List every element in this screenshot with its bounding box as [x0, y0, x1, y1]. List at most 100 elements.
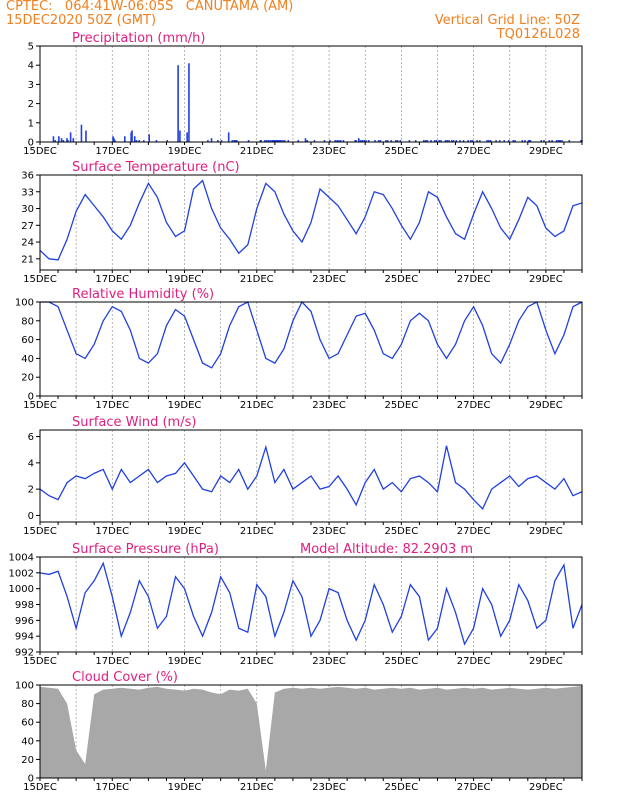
precip-bar [361, 140, 364, 142]
header-grid-note: Vertical Grid Line: 50Z [434, 13, 580, 28]
precip-bar [452, 140, 455, 142]
precip-bar [543, 140, 545, 142]
precip-bar [408, 140, 411, 142]
precip-bar [135, 140, 138, 142]
precip-bar [112, 136, 114, 142]
panel-5: 0 20 40 60 80 100 15DEC 17DEC 19DEC 21DEC 23DEC 25D… [15, 670, 583, 793]
cloud-cover-area [40, 685, 582, 778]
precip-bar [399, 140, 402, 142]
precip-bar [279, 140, 281, 142]
x-tick-label: 29DEC [529, 400, 563, 411]
precip-bar [235, 140, 237, 142]
precip-bar [558, 140, 561, 142]
precip-bar [489, 140, 492, 142]
x-tick-label: 25DEC [384, 782, 418, 793]
y-tick-label: 24 [21, 238, 34, 249]
precip-bar [395, 140, 397, 142]
precip-bar [548, 140, 551, 142]
precip-bar [451, 140, 453, 142]
precip-bar [282, 140, 284, 142]
precip-bar [334, 140, 337, 142]
panel-annotation: Model Altitude: 82.2903 m [300, 542, 473, 557]
precip-bar [280, 140, 282, 142]
precip-bar [272, 140, 274, 142]
x-tick-label: 15DEC [23, 146, 57, 157]
precip-bar [486, 140, 488, 142]
y-tick-label: 1004 [9, 553, 34, 564]
y-tick-label: 996 [15, 616, 34, 627]
precip-bar [69, 132, 72, 142]
x-tick-label: 27DEC [457, 526, 491, 537]
x-tick-label: 19DEC [168, 274, 202, 285]
precip-bar [446, 140, 449, 142]
precip-bar [275, 140, 278, 142]
precip-bar [433, 140, 436, 142]
x-tick-label: 23DEC [312, 400, 346, 411]
precip-bar [521, 140, 524, 142]
x-tick-label: 17DEC [95, 400, 129, 411]
precip-bar [271, 140, 273, 142]
precip-bar [329, 140, 331, 142]
y-tick-label: 20 [21, 755, 34, 766]
x-tick-label: 29DEC [529, 146, 563, 157]
x-tick-label: 21DEC [240, 782, 274, 793]
precip-bar [247, 140, 250, 142]
precip-bar [220, 140, 223, 142]
precip-bar [283, 140, 286, 142]
y-tick-label: 6 [28, 432, 34, 443]
x-tick-label: 19DEC [168, 400, 202, 411]
precip-bar [52, 136, 55, 142]
precip-bar [467, 140, 469, 142]
y-tick-label: 1 [28, 118, 34, 129]
precip-bar [217, 140, 219, 142]
y-tick-label: 3 [28, 80, 34, 91]
series-line [39, 444, 583, 510]
precip-bar [342, 140, 345, 142]
precip-bar [306, 140, 309, 142]
series-line [40, 300, 583, 369]
precip-bar [559, 140, 562, 142]
x-tick-label: 23DEC [312, 274, 346, 285]
panel-title: Surface Pressure (hPa) [72, 542, 219, 557]
precip-bar [269, 140, 272, 142]
x-tick-label: 29DEC [529, 782, 563, 793]
y-tick-label: 998 [15, 600, 34, 611]
precip-bar [273, 140, 276, 142]
precip-bar [210, 138, 213, 142]
x-tick-label: 29DEC [529, 656, 563, 667]
precip-bar [278, 140, 281, 142]
panel-title: Cloud Cover (%) [72, 670, 178, 685]
precip-bar [396, 140, 399, 142]
x-tick-label: 25DEC [384, 146, 418, 157]
y-tick-label: 80 [21, 699, 34, 710]
y-tick-label: 80 [21, 316, 34, 327]
x-tick-label: 21DEC [240, 274, 274, 285]
x-tick-label: 19DEC [168, 146, 202, 157]
precip-bar [363, 140, 365, 142]
precip-bar [568, 140, 571, 142]
x-tick-label: 19DEC [168, 656, 202, 667]
y-tick-label: 5 [28, 42, 34, 53]
precip-bar [435, 140, 438, 142]
x-tick-label: 29DEC [529, 274, 563, 285]
precip-bar [133, 136, 136, 142]
precip-bar [273, 140, 275, 142]
precip-bar [155, 140, 158, 142]
precip-bar [379, 140, 382, 142]
precip-bar [339, 140, 342, 142]
y-tick-label: 994 [15, 632, 34, 643]
precip-bar [512, 140, 515, 142]
precip-bar [527, 140, 530, 142]
precip-bar [267, 140, 270, 142]
x-tick-label: 15DEC [23, 526, 57, 537]
precip-bar [231, 140, 234, 142]
precip-bar [207, 140, 209, 142]
precip-bar [66, 138, 68, 142]
precip-bar [260, 140, 263, 142]
precip-bar [72, 138, 75, 142]
precip-bar [60, 138, 63, 142]
panel-3: 0 2 4 6 15DEC 17DEC 19DEC 21DEC 23DEC 25DEC 27DEC 2… [23, 415, 583, 537]
y-tick-label: 30 [21, 204, 34, 215]
precip-bar [469, 140, 472, 142]
precip-bar [367, 140, 370, 142]
